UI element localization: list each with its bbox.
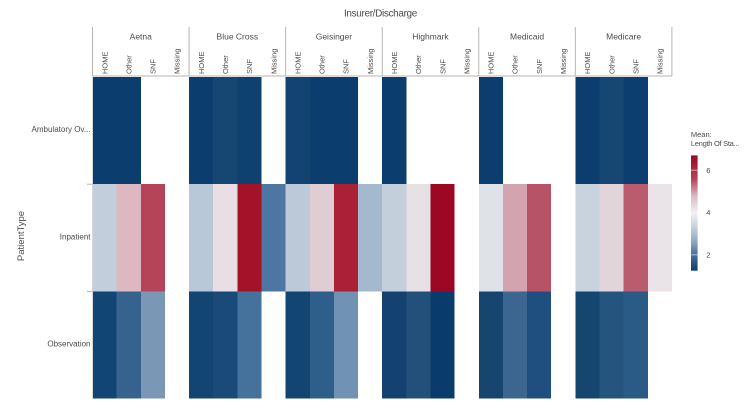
svg-text:HOME: HOME (487, 52, 496, 75)
svg-text:2: 2 (706, 250, 710, 259)
svg-text:SNF: SNF (631, 59, 640, 74)
svg-text:Observation: Observation (47, 340, 90, 349)
svg-text:SNF: SNF (342, 59, 351, 74)
svg-text:Mean:: Mean: (691, 130, 712, 139)
svg-text:Inpatient: Inpatient (60, 232, 91, 241)
svg-text:Missing: Missing (366, 49, 375, 74)
svg-text:Aetna: Aetna (130, 32, 152, 42)
svg-text:HOME: HOME (583, 52, 592, 75)
svg-text:Missing: Missing (462, 49, 471, 74)
svg-text:Blue Cross: Blue Cross (217, 32, 259, 42)
svg-text:Other: Other (318, 55, 327, 74)
svg-text:HOME: HOME (100, 52, 109, 75)
svg-text:4: 4 (706, 208, 710, 217)
svg-text:Insurer/Discharge: Insurer/Discharge (344, 8, 418, 19)
svg-text:Highmark: Highmark (412, 32, 449, 42)
svg-text:Ambulatory Ov...: Ambulatory Ov... (32, 125, 91, 134)
svg-text:SNF: SNF (438, 59, 447, 74)
svg-text:Missing: Missing (173, 49, 182, 74)
svg-text:Other: Other (607, 55, 616, 74)
svg-text:Missing: Missing (559, 49, 568, 74)
svg-text:Missing: Missing (656, 49, 665, 74)
svg-text:Length Of Sta...: Length Of Sta... (691, 139, 739, 148)
svg-text:Other: Other (124, 55, 133, 74)
svg-text:Geisinger: Geisinger (316, 32, 353, 42)
svg-text:SNF: SNF (535, 59, 544, 74)
svg-text:HOME: HOME (390, 52, 399, 75)
svg-text:HOME: HOME (293, 52, 302, 75)
svg-text:SNF: SNF (149, 59, 158, 74)
svg-text:6: 6 (706, 166, 710, 175)
svg-text:Medicaid: Medicaid (510, 32, 544, 42)
svg-text:Other: Other (221, 55, 230, 74)
svg-text:SNF: SNF (245, 59, 254, 74)
svg-text:HOME: HOME (197, 52, 206, 75)
svg-text:PatientType: PatientType (16, 211, 27, 261)
svg-text:Missing: Missing (269, 49, 278, 74)
svg-text:Other: Other (414, 55, 423, 74)
svg-text:Medicare: Medicare (606, 32, 641, 42)
svg-text:Other: Other (511, 55, 520, 74)
